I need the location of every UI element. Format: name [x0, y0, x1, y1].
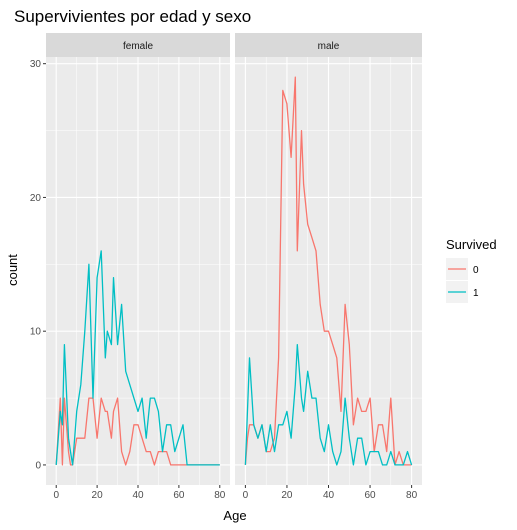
x-tick-label: 20: [281, 490, 293, 501]
chart-title: Supervivientes por edad y sexo: [14, 7, 251, 26]
legend-title: Survived: [446, 237, 497, 252]
series-line-male-0: [244, 76, 412, 466]
x-tick-label: 20: [92, 490, 104, 501]
strip-background: [235, 33, 422, 57]
legend-label-0: 0: [473, 265, 479, 276]
strip-background: [46, 33, 230, 57]
x-tick-label: 40: [323, 490, 335, 501]
panel-male: male 0 20 40 60 80: [235, 33, 422, 501]
x-tick-label: 60: [173, 490, 185, 501]
x-tick-label: 80: [406, 490, 418, 501]
y-tick-label: 0: [35, 460, 41, 471]
x-tick-label: 40: [132, 490, 144, 501]
x-axis-title: Age: [223, 508, 246, 523]
strip-label-male: male: [318, 41, 340, 52]
y-axis-title: count: [5, 254, 20, 286]
y-tick-label: 10: [30, 327, 42, 338]
x-tick-label: 0: [243, 490, 249, 501]
series-line-female-1: [55, 250, 220, 466]
panel-female: female 0 20 40 60 80 0 10 20 30: [30, 33, 230, 501]
x-tick-label: 0: [53, 490, 59, 501]
y-tick-label: 30: [30, 59, 42, 70]
series-line-male-1: [244, 343, 413, 466]
x-tick-label: 60: [364, 490, 376, 501]
x-tick-label: 80: [214, 490, 226, 501]
legend: Survived 0 1: [446, 237, 497, 303]
facet-panels: female 0 20 40 60 80 0 10 20 30 male 0 20 40 60 80: [30, 33, 422, 501]
y-tick-label: 20: [30, 193, 42, 204]
legend-label-1: 1: [473, 288, 479, 299]
strip-label-female: female: [123, 41, 153, 52]
